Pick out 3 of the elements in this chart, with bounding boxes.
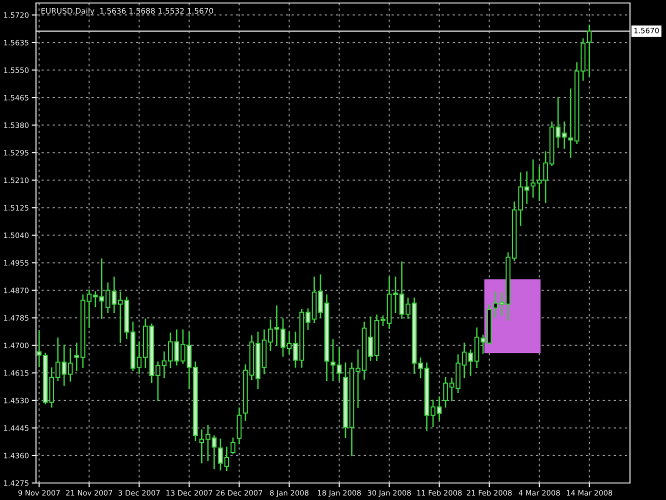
candlestick xyxy=(236,407,242,444)
candlestick xyxy=(586,24,592,77)
candlestick xyxy=(230,438,236,454)
